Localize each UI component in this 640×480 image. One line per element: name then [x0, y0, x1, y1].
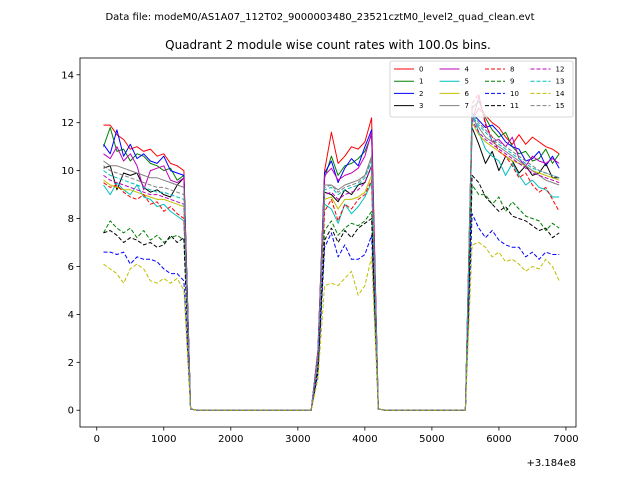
x-tick-label: 1000	[151, 434, 176, 445]
legend-label-12: 12	[556, 66, 565, 74]
data-file-caption: Data file: modeM0/AS1A07_112T02_90000034…	[105, 12, 534, 23]
x-tick-label: 4000	[352, 434, 377, 445]
x-tick-label: 7000	[553, 434, 578, 445]
y-tick-label: 6	[68, 262, 74, 273]
legend-label-13: 13	[556, 78, 565, 86]
series-line-9	[103, 184, 560, 411]
legend-label-2: 2	[419, 90, 423, 98]
y-tick-label: 2	[68, 358, 74, 369]
legend-label-10: 10	[510, 90, 519, 98]
series-line-11	[103, 174, 560, 411]
legend-box	[389, 60, 574, 118]
y-tick-label: 14	[61, 70, 74, 81]
y-tick-label: 12	[61, 118, 74, 129]
legend-label-11: 11	[510, 102, 519, 110]
legend-label-7: 7	[465, 102, 469, 110]
x-tick-label: 5000	[419, 434, 444, 445]
axes-frame	[79, 57, 577, 428]
legend-label-0: 0	[419, 66, 423, 74]
y-tick-label: 4	[68, 310, 74, 321]
x-tick-label: 6000	[486, 434, 511, 445]
x-offset-label: +3.184e8	[526, 458, 576, 469]
series-line-6	[103, 122, 560, 411]
x-tick-label: 0	[94, 434, 100, 445]
legend-label-5: 5	[465, 78, 469, 86]
chart-title: Quadrant 2 module wise count rates with …	[165, 38, 491, 52]
y-tick-label: 10	[61, 166, 74, 177]
legend-label-15: 15	[556, 102, 565, 110]
y-tick-label: 8	[68, 214, 74, 225]
y-tick-label: 0	[68, 406, 74, 417]
legend-label-3: 3	[419, 102, 423, 110]
series-line-2	[103, 112, 560, 411]
plot-area	[103, 93, 560, 411]
legend-label-9: 9	[510, 78, 514, 86]
legend-label-8: 8	[510, 66, 514, 74]
x-tick-label: 2000	[218, 434, 243, 445]
series-line-12	[103, 119, 560, 411]
series-line-14	[103, 242, 560, 411]
legend-label-14: 14	[556, 90, 565, 98]
legend-label-1: 1	[419, 78, 423, 86]
legend-label-6: 6	[465, 90, 470, 98]
series-line-13	[103, 115, 560, 411]
series-line-3	[103, 127, 560, 411]
series-line-15	[103, 112, 560, 411]
series-line-5	[103, 112, 560, 411]
legend-label-4: 4	[465, 66, 470, 74]
series-line-10	[103, 213, 560, 411]
x-tick-label: 3000	[285, 434, 310, 445]
